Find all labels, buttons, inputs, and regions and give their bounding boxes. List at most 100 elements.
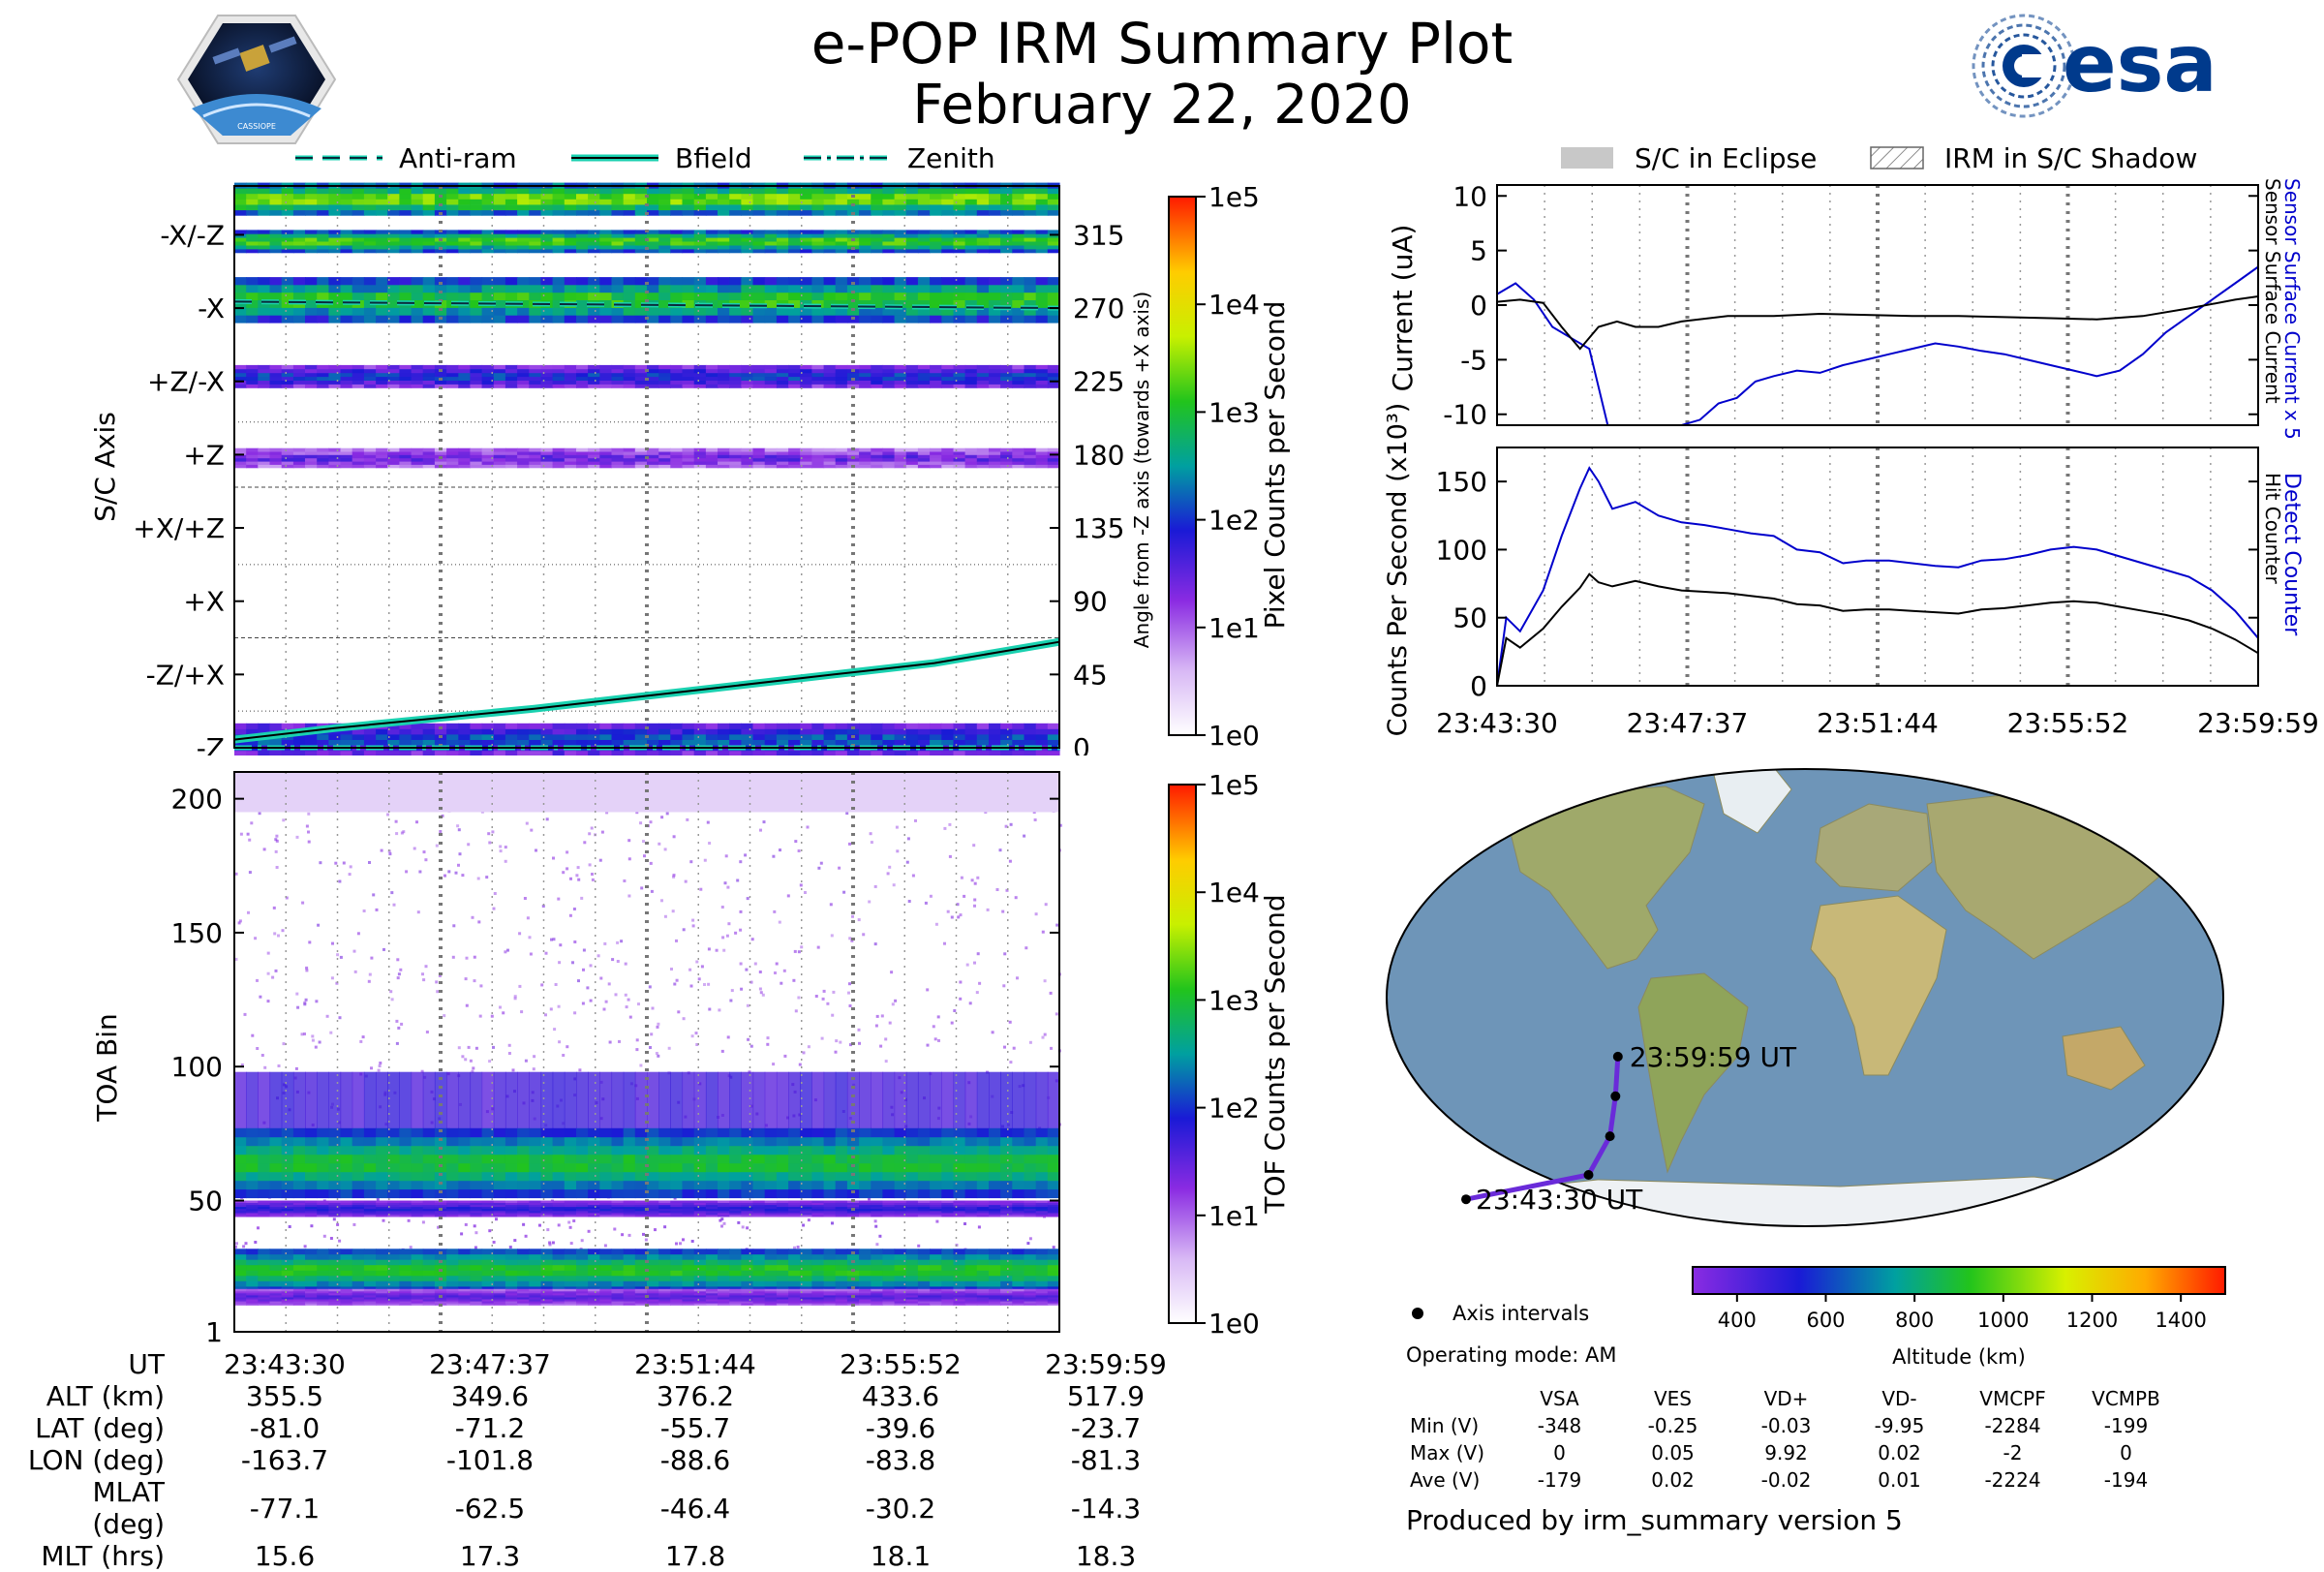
toa-heat-cell: [423, 1155, 436, 1163]
toa-heat-cell: [470, 1276, 482, 1281]
pixel-heat-cell: [683, 454, 695, 458]
toa-noise-pixel: [739, 929, 742, 932]
pixel-heat-cell: [246, 373, 259, 377]
toa-noise-pixel: [657, 1023, 659, 1026]
pixel-heat-cell: [753, 204, 766, 210]
toa-heat-cell: [258, 1270, 270, 1276]
pixel-heat-cell: [718, 740, 730, 746]
toa-heat-cell: [765, 1201, 778, 1204]
pixel-heat-cell: [824, 734, 837, 740]
pixel-heat-cell: [305, 241, 318, 245]
pixel-heat-cell: [1048, 465, 1060, 469]
pixel-heat-cell: [599, 194, 612, 200]
pixel-heat-cell: [765, 194, 778, 200]
toa-heat-cell: [553, 1201, 566, 1204]
pixel-heat-cell: [505, 377, 518, 381]
pixel-heat-cell: [954, 245, 966, 249]
toa-heat-cell: [882, 1181, 895, 1189]
pixel-heat-cell: [258, 724, 270, 729]
toa-heat-cell: [458, 1163, 471, 1172]
pixel-heat-cell: [882, 230, 895, 233]
pixel-heat-cell: [341, 385, 353, 388]
toa-noise-pixel: [1034, 818, 1037, 821]
pixel-heat-cell: [624, 199, 636, 204]
toa-heat-cell: [588, 1254, 600, 1260]
pixel-heat-cell: [658, 448, 671, 452]
pixel-heat-cell: [517, 293, 530, 300]
pixel-heat-cell: [741, 451, 753, 455]
toa-heat-cell: [412, 1181, 424, 1189]
toa-noise-pixel: [526, 822, 529, 825]
toa-heat-cell: [576, 1270, 589, 1276]
toa-heat-cell: [270, 1265, 283, 1271]
pixel-heat-cell: [341, 465, 353, 469]
toa-heat-cell: [836, 1155, 848, 1163]
pixel-heat-cell: [494, 448, 506, 452]
pixel-heat-cell: [906, 465, 919, 469]
pixel-heat-cell: [341, 369, 353, 373]
toa-heat-cell: [317, 1128, 329, 1137]
pixel-heat-cell: [718, 210, 730, 216]
toa-noise-pixel: [567, 1221, 570, 1224]
toa-heat-cell: [529, 1259, 541, 1265]
toa-heat-cell: [694, 1137, 707, 1146]
pixel-heat-cell: [305, 237, 318, 241]
toa-noise-pixel: [953, 1009, 956, 1012]
pixel-heat-cell: [624, 237, 636, 241]
pixel-heat-cell: [458, 369, 471, 373]
toa-noise-pixel: [1044, 979, 1047, 982]
pixel-heat-cell: [282, 277, 294, 285]
pixel-heat-cell: [977, 315, 990, 323]
pixel-heat-cell: [1000, 249, 1013, 253]
pixel-heat-cell: [328, 740, 341, 746]
toa-heat-cell: [470, 1248, 482, 1254]
toa-noise-pixel: [540, 983, 543, 986]
pixel-heat-cell: [624, 454, 636, 458]
pixel-heat-cell: [529, 448, 541, 452]
pixel-heat-cell: [788, 315, 801, 323]
toa-heat-cell: [412, 1270, 424, 1276]
pixel-heat-cell: [741, 194, 753, 200]
pixel-heat-cell: [612, 465, 625, 469]
toa-heat-cell: [246, 1181, 259, 1189]
toa-noise-pixel: [835, 1051, 838, 1054]
pixel-heat-cell: [1024, 365, 1037, 369]
toa-heat-cell: [494, 1189, 506, 1198]
pixel-heat-cell: [328, 293, 341, 300]
pixel-heat-cell: [317, 451, 329, 455]
toa-heat-cell: [882, 1146, 895, 1155]
pixel-heat-cell: [293, 237, 306, 241]
pixel-heat-cell: [470, 454, 482, 458]
pixel-heat-cell: [765, 230, 778, 233]
pixel-heat-cell: [777, 740, 789, 746]
pixel-heat-cell: [647, 381, 659, 385]
pixel-heat-cell: [871, 199, 883, 204]
toa-heat-cell: [458, 1259, 471, 1265]
toa-heat-cell: [341, 1189, 353, 1198]
toa-heat-cell: [341, 1259, 353, 1265]
toa-heat-cell: [412, 1276, 424, 1281]
toa-heat-cell: [599, 1128, 612, 1137]
pixel-heat-cell: [670, 461, 683, 465]
pixel-heat-cell: [871, 245, 883, 249]
toa-noise-pixel: [773, 910, 776, 913]
toa-noise-pixel: [636, 1038, 639, 1041]
pixel-heat-cell: [706, 451, 719, 455]
pixel-heat-cell: [847, 365, 860, 369]
toa-heat-cell: [328, 1128, 341, 1137]
toa-heat-cell: [293, 1270, 306, 1276]
pixel-heat-cell: [1048, 285, 1060, 293]
pixel-heat-cell: [777, 365, 789, 369]
pixel-heat-cell: [576, 241, 589, 245]
toa-heat-cell: [435, 1254, 447, 1260]
pixel-heat-cell: [1000, 315, 1013, 323]
pixel-heat-cell: [376, 451, 388, 455]
toa-heat-cell: [328, 1201, 341, 1204]
pixel-heat-cell: [1048, 293, 1060, 300]
pixel-heat-cell: [470, 199, 482, 204]
pixel-heat-cell: [706, 728, 719, 734]
toa-noise-pixel: [826, 1002, 829, 1005]
pixel-heat-cell: [328, 369, 341, 373]
pixel-heat-cell: [446, 740, 459, 746]
pixel-heat-cell: [670, 241, 683, 245]
